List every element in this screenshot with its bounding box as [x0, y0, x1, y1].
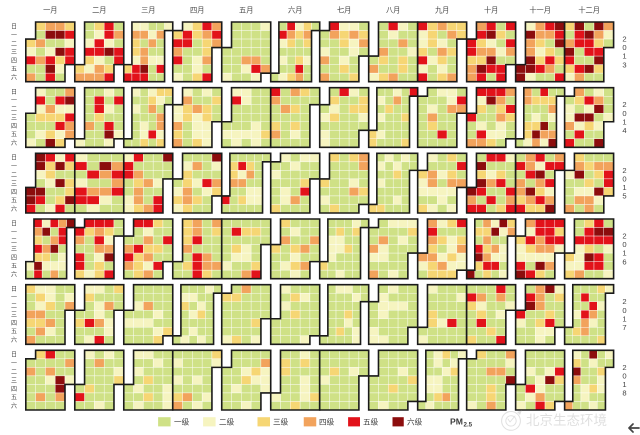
svg-text:三: 三	[11, 377, 17, 384]
svg-text:七月: 七月	[337, 6, 351, 15]
svg-text:五: 五	[11, 394, 17, 401]
svg-text:三: 三	[11, 49, 17, 56]
svg-text:2.5: 2.5	[464, 422, 473, 429]
svg-text:四月: 四月	[190, 6, 204, 15]
svg-text:三月: 三月	[141, 6, 155, 15]
svg-text:日: 日	[11, 23, 17, 30]
svg-text:五: 五	[11, 132, 17, 139]
svg-text:一: 一	[11, 164, 17, 170]
svg-text:一: 一	[11, 230, 17, 236]
svg-text:六: 六	[11, 336, 17, 344]
svg-text:二: 二	[11, 173, 17, 179]
svg-text:四: 四	[11, 123, 17, 130]
svg-text:二月: 二月	[92, 6, 106, 15]
svg-text:二: 二	[11, 41, 17, 47]
svg-text:6: 6	[622, 257, 626, 266]
svg-text:五级: 五级	[363, 417, 379, 427]
svg-text:十月: 十月	[484, 6, 498, 15]
svg-text:五: 五	[11, 329, 17, 336]
svg-text:十一月: 十一月	[529, 6, 551, 15]
svg-text:九月: 九月	[435, 6, 449, 15]
svg-text:六月: 六月	[288, 6, 302, 15]
svg-text:日: 日	[11, 352, 17, 359]
svg-text:二: 二	[11, 107, 17, 113]
svg-text:六: 六	[11, 402, 17, 410]
svg-text:三: 三	[11, 312, 17, 319]
svg-text:8: 8	[622, 389, 626, 398]
svg-text:日: 日	[11, 155, 17, 162]
svg-text:三: 三	[11, 115, 17, 122]
svg-text:日: 日	[11, 89, 17, 96]
svg-text:3: 3	[622, 60, 626, 69]
svg-text:八月: 八月	[386, 6, 400, 15]
svg-text:六: 六	[11, 271, 17, 279]
svg-text:四: 四	[11, 386, 17, 393]
svg-text:五月: 五月	[239, 6, 253, 15]
svg-text:六: 六	[11, 139, 17, 147]
svg-text:四: 四	[11, 57, 17, 64]
svg-text:五: 五	[11, 66, 17, 73]
svg-text:六级: 六级	[407, 417, 423, 427]
svg-text:四: 四	[11, 254, 17, 261]
svg-text:一: 一	[11, 33, 17, 39]
svg-text:二: 二	[11, 304, 17, 310]
svg-text:三: 三	[11, 180, 17, 187]
svg-text:三: 三	[11, 246, 17, 253]
svg-text:一: 一	[11, 99, 17, 105]
svg-text:日: 日	[11, 220, 17, 227]
svg-text:PM: PM	[450, 417, 463, 427]
svg-text:五: 五	[11, 197, 17, 204]
svg-text:四级: 四级	[319, 417, 335, 427]
svg-text:4: 4	[622, 126, 626, 135]
svg-text:二级: 二级	[219, 417, 235, 427]
svg-text:四: 四	[11, 320, 17, 327]
svg-text:一: 一	[11, 296, 17, 302]
svg-text:六: 六	[11, 74, 17, 82]
svg-text:日: 日	[11, 286, 17, 293]
svg-text:一级: 一级	[174, 417, 190, 427]
svg-text:二: 二	[11, 370, 17, 376]
svg-text:7: 7	[622, 323, 626, 332]
svg-text:一月: 一月	[43, 6, 57, 15]
svg-text:北京生态环境: 北京生态环境	[526, 413, 607, 428]
svg-text:五: 五	[11, 263, 17, 270]
svg-text:一: 一	[11, 361, 17, 367]
svg-text:二: 二	[11, 238, 17, 244]
svg-text:四: 四	[11, 189, 17, 196]
svg-text:5: 5	[622, 192, 626, 201]
svg-text:三级: 三级	[273, 417, 289, 427]
svg-text:六: 六	[11, 205, 17, 213]
svg-text:十二月: 十二月	[578, 6, 600, 15]
